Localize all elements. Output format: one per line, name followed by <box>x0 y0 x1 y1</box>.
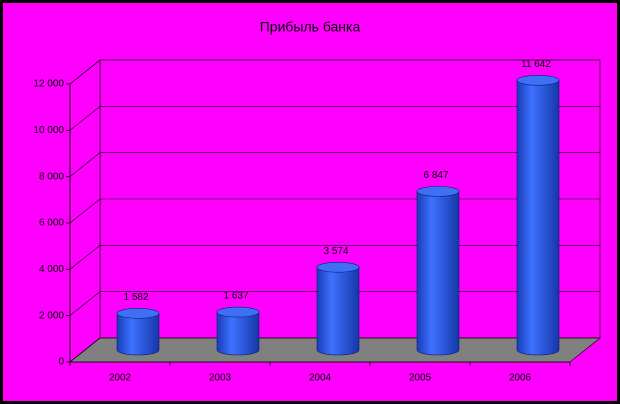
x-tick-label: 2006 <box>509 373 532 384</box>
grid-line <box>69 59 101 85</box>
bar <box>216 311 260 356</box>
chart-title: Прибыль банка <box>260 19 361 35</box>
bar-top <box>116 308 160 319</box>
y-tick-label: 4 000 <box>39 264 64 275</box>
x-tick-label: 2005 <box>409 373 432 384</box>
x-tick-label: 2003 <box>209 373 232 384</box>
grid-line <box>69 337 101 363</box>
x-tick-label: 2002 <box>109 373 132 384</box>
bar-top <box>216 306 260 318</box>
bar <box>416 191 460 356</box>
bar <box>516 79 560 356</box>
value-label: 11 642 <box>521 59 551 70</box>
value-label: 1 637 <box>223 291 248 302</box>
y-tick-label: 6 000 <box>39 218 64 229</box>
grid-line <box>69 245 101 270</box>
y-tick-label: 12 000 <box>33 79 64 90</box>
grid-line <box>69 106 101 131</box>
grid-line <box>69 291 101 316</box>
bar <box>316 266 360 356</box>
bar-top <box>416 186 460 197</box>
value-label: 3 574 <box>323 246 348 257</box>
value-label: 1 582 <box>123 292 148 303</box>
y-tick-label: 0 <box>58 357 64 368</box>
x-tick-label: 2004 <box>309 373 332 384</box>
bar-top <box>516 74 560 86</box>
grid-line <box>69 198 101 224</box>
bar <box>116 313 160 356</box>
grid-line <box>69 152 101 177</box>
bar-top <box>316 261 360 273</box>
y-tick-label: 8 000 <box>39 171 64 182</box>
value-label: 6 847 <box>423 170 448 181</box>
y-tick-label: 2 000 <box>39 310 64 321</box>
y-tick-label: 10 000 <box>33 125 64 136</box>
